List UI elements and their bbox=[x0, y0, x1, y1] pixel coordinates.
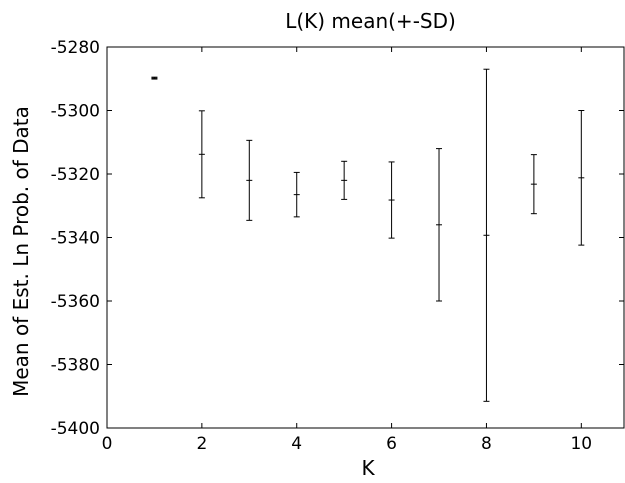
y-tick-label: -5300 bbox=[51, 102, 100, 122]
y-tick-label: -5380 bbox=[51, 356, 100, 376]
plot-frame bbox=[106, 46, 625, 429]
x-tick-label: 4 bbox=[291, 434, 302, 454]
errorbar-k5 bbox=[341, 160, 348, 200]
y-tick-label: -5340 bbox=[51, 229, 100, 249]
errorbar-k10 bbox=[578, 110, 585, 246]
errorbar-k4 bbox=[293, 171, 300, 218]
data-series bbox=[151, 68, 585, 402]
errorbar-k6 bbox=[388, 161, 395, 239]
errorbar-k3 bbox=[246, 139, 253, 221]
y-tick-label: -5280 bbox=[51, 38, 100, 58]
errorbar-k8 bbox=[483, 68, 490, 402]
errorbar-k7 bbox=[436, 148, 443, 302]
x-tick-label: 8 bbox=[481, 434, 492, 454]
y-tick-label: -5320 bbox=[51, 165, 100, 185]
x-axis-title: K bbox=[361, 456, 375, 480]
errorbar-k2 bbox=[198, 110, 205, 199]
x-tick-label: 10 bbox=[570, 434, 592, 454]
y-tick-label: -5400 bbox=[51, 419, 100, 439]
chart-title: L(K) mean(+-SD) bbox=[285, 9, 456, 33]
errorbar-k1 bbox=[151, 76, 158, 80]
y-tick-label: -5360 bbox=[51, 292, 100, 312]
y-axis-title: Mean of Est. Ln Prob. of Data bbox=[9, 106, 33, 397]
x-tick-label: 6 bbox=[386, 434, 397, 454]
x-tick-label: 0 bbox=[102, 434, 113, 454]
x-tick-label: 2 bbox=[196, 434, 207, 454]
axis-ticks: 0 2 4 6 8 10 -5400 -5380 -5360 -5340 -5320 -5300 -52… bbox=[51, 38, 624, 454]
errorbar-k9 bbox=[530, 154, 537, 215]
